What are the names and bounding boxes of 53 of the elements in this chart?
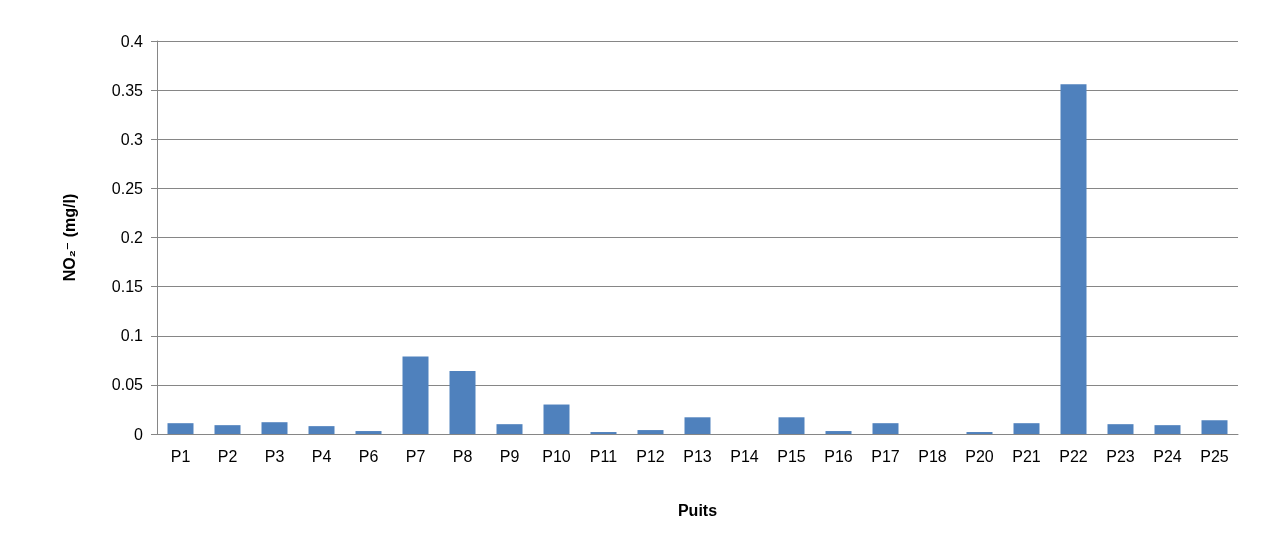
bar [1154,425,1181,434]
bar [1060,84,1087,434]
x-tick-label: P16 [824,447,853,465]
bar [308,426,335,434]
bar [449,371,476,434]
x-tick-label: P8 [452,447,473,465]
bar [1013,423,1040,434]
bar [872,423,899,434]
x-tick-label: P12 [636,447,665,465]
x-tick-label: P7 [405,447,426,465]
bar [214,425,241,434]
x-tick-label: P23 [1106,447,1135,465]
x-tick-label: P15 [777,447,806,465]
bar [543,404,570,434]
x-tick-label: P11 [589,447,618,465]
y-tick-label: 0.15 [111,278,144,296]
bar [402,356,429,434]
x-tick-label: P13 [683,447,712,465]
bar [496,424,523,434]
bar [778,417,805,434]
y-tick-label: 0.35 [111,81,144,99]
y-tick-label: 0.05 [111,376,144,394]
bar [355,431,382,434]
x-tick-label: P14 [730,447,759,465]
y-axis-title: NO₂⁻ (mg/l) [60,193,78,282]
y-tick-label: 0.4 [120,32,144,50]
bar [167,423,194,434]
x-tick-label: P21 [1012,447,1041,465]
bar [637,430,664,434]
y-tick-label: 0.3 [120,130,144,148]
x-tick-label: P22 [1059,447,1088,465]
x-tick-label: P3 [264,447,285,465]
bar [1107,424,1134,434]
x-tick-label: P9 [499,447,520,465]
x-tick-label: P18 [918,447,947,465]
x-tick-label: P10 [542,447,571,465]
x-tick-label: P2 [217,447,238,465]
x-tick-label: P25 [1200,447,1229,465]
x-tick-label: P6 [358,447,379,465]
bar [684,417,711,434]
y-tick-label: 0.25 [111,179,144,197]
x-tick-label: P1 [170,447,191,465]
y-tick-label: 0 [134,425,144,443]
x-tick-label: P24 [1153,447,1182,465]
x-tick-label: P20 [965,447,994,465]
x-axis-title: Puits [677,501,718,519]
x-tick-label: P17 [871,447,900,465]
y-tick-label: 0.1 [120,327,144,345]
x-tick-label: P4 [311,447,332,465]
y-tick-label: 0.2 [120,229,144,246]
bar [1201,420,1228,434]
bar [825,431,852,434]
bar [261,422,288,434]
